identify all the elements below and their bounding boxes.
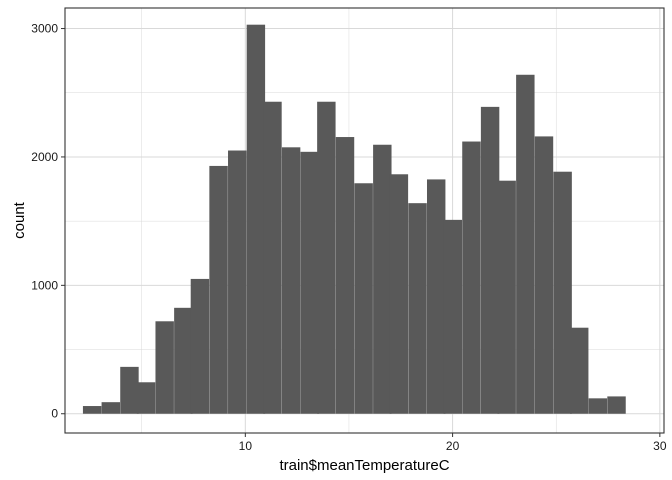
histogram-bar [408,203,427,414]
x-tick-label: 20 [446,439,460,453]
histogram-bar [263,101,282,414]
histogram-bar [246,24,266,414]
histogram-bar [373,144,392,414]
histogram-bar [570,327,589,414]
y-axis-ticks: 0 1000 2000 3000 [31,22,65,421]
x-axis-ticks: 10 20 30 [239,433,667,453]
x-axis-title: train$meanTemperatureC [279,457,449,474]
histogram-bar [136,382,156,414]
histogram-bar [534,136,554,414]
y-tick-label: 3000 [31,22,58,36]
histogram-bar [553,171,572,414]
histogram-bar [354,183,373,414]
histogram-bar [300,151,319,414]
x-tick-label: 10 [239,439,253,453]
histogram-bars [82,24,626,414]
histogram-bar [389,174,409,414]
histogram-bar [426,179,446,414]
histogram-bar [443,219,462,414]
histogram-bar [209,165,228,414]
histogram-bar [497,180,516,414]
histogram-bar [228,150,247,414]
histogram-bar [174,307,193,414]
panel-border [64,7,665,434]
histogram-bar [462,141,481,414]
histogram-bar [101,402,121,414]
histogram-bar [480,106,500,414]
histogram-bar [588,398,608,414]
histogram-bar [190,278,210,414]
histogram-bar [281,147,301,414]
histogram-bar [317,101,336,414]
histogram-bar [120,366,139,414]
histogram-bar [155,321,174,414]
histogram-bar [82,406,102,414]
histogram-bar [335,137,355,414]
x-tick-label: 30 [653,439,667,453]
y-axis-title: count [11,201,28,239]
y-tick-label: 0 [51,407,58,421]
y-tick-label: 1000 [31,278,58,292]
histogram-bar [516,74,535,414]
histogram-bar [607,396,626,414]
y-tick-label: 2000 [31,150,58,164]
